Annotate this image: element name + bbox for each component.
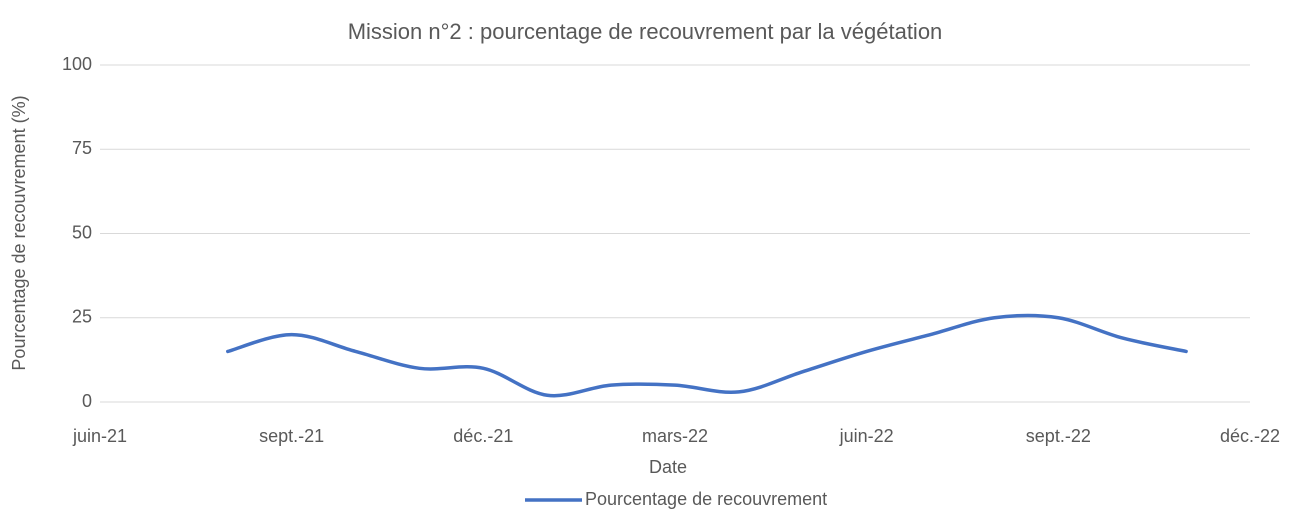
x-axis-label: Date xyxy=(649,457,687,477)
x-tick-label: mars-22 xyxy=(642,426,708,446)
y-tick-label: 50 xyxy=(72,222,92,242)
y-tick-label: 0 xyxy=(82,391,92,411)
x-tick-label: déc.-21 xyxy=(453,426,513,446)
x-tick-label: sept.-22 xyxy=(1026,426,1091,446)
x-tick-label: déc.-22 xyxy=(1220,426,1280,446)
legend-label: Pourcentage de recouvrement xyxy=(585,489,827,509)
x-tick-label: juin-21 xyxy=(72,426,127,446)
y-tick-label: 100 xyxy=(62,54,92,74)
y-tick-label: 75 xyxy=(72,138,92,158)
x-tick-label: juin-22 xyxy=(839,426,894,446)
y-axis-label: Pourcentage de recouvrement (%) xyxy=(9,95,29,370)
y-tick-label: 25 xyxy=(72,307,92,327)
x-tick-label: sept.-21 xyxy=(259,426,324,446)
chart-title: Mission n°2 : pourcentage de recouvremen… xyxy=(348,19,943,44)
line-series xyxy=(226,313,1188,398)
